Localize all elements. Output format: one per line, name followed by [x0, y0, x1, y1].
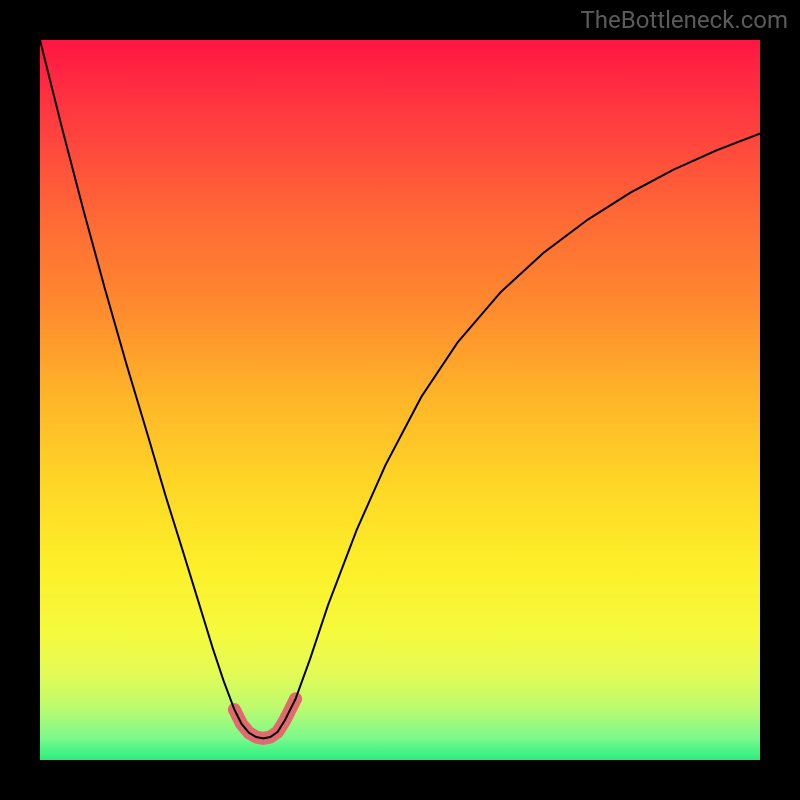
- plot-area: [40, 40, 760, 760]
- watermark-label: TheBottleneck.com: [580, 6, 788, 34]
- chart-main-curve: [40, 40, 760, 738]
- outer-frame: TheBottleneck.com: [0, 0, 800, 800]
- chart-curve-layer: [40, 40, 760, 760]
